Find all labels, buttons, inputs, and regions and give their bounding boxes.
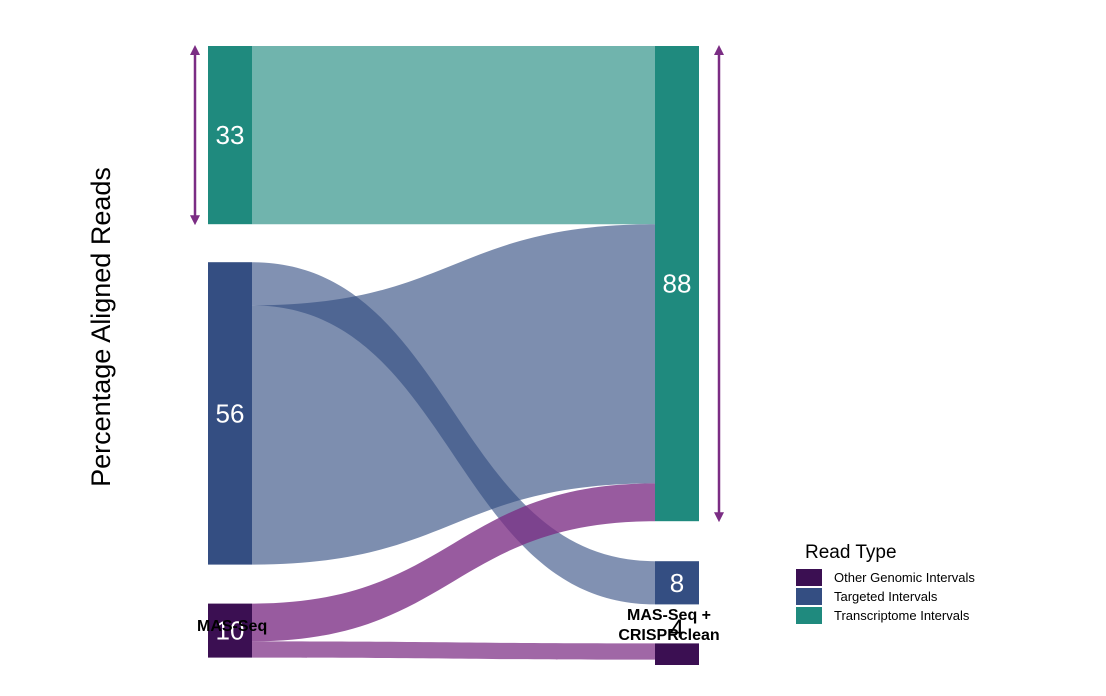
right-node-transcriptome-value: 88 <box>663 269 692 299</box>
left-node-targeted-value: 56 <box>216 398 245 428</box>
flow-other-to-other <box>252 641 655 660</box>
legend-label-other: Other Genomic Intervals <box>834 570 975 585</box>
right-node-other <box>655 643 699 665</box>
stage-label-left: MAS-Seq <box>197 618 267 635</box>
range-arrows <box>190 45 724 523</box>
legend-label-targeted: Targeted Intervals <box>834 589 938 604</box>
y-axis-label: Percentage Aligned Reads <box>86 167 116 487</box>
flow-targeted-to-transcriptome <box>252 224 655 565</box>
right-node-transcriptome <box>655 46 699 522</box>
legend-label-transcriptome: Transcriptome Intervals <box>834 608 970 623</box>
left-node-transcriptome-value: 33 <box>216 120 245 150</box>
legend-items: Other Genomic Intervals Targeted Interval… <box>796 569 975 624</box>
flow-transcriptome-to-transcriptome <box>252 46 655 225</box>
stage-label-right-line-1: MAS-Seq + <box>627 607 711 624</box>
legend-swatch-targeted <box>796 588 822 605</box>
left-node-other-value: 10 <box>216 616 245 646</box>
legend-swatch-transcriptome <box>796 607 822 624</box>
right-node-targeted-value: 8 <box>670 568 684 598</box>
left-node-transcriptome <box>208 46 252 225</box>
flow-other-to-transcriptome <box>252 483 655 642</box>
right-node-other-value: 4 <box>670 613 684 643</box>
left-node-targeted <box>208 262 252 565</box>
left-node-other <box>208 603 252 658</box>
legend: Read Type Other Genomic Intervals Targete… <box>796 542 975 624</box>
legend-title: Read Type <box>805 542 897 563</box>
legend-swatch-other <box>796 569 822 586</box>
stage-label-right: MAS-Seq + CRISPRclean <box>618 607 719 644</box>
stage-label-right-line-2: CRISPRclean <box>618 627 719 644</box>
right-node-targeted <box>655 561 699 605</box>
flow-layer <box>252 46 655 660</box>
